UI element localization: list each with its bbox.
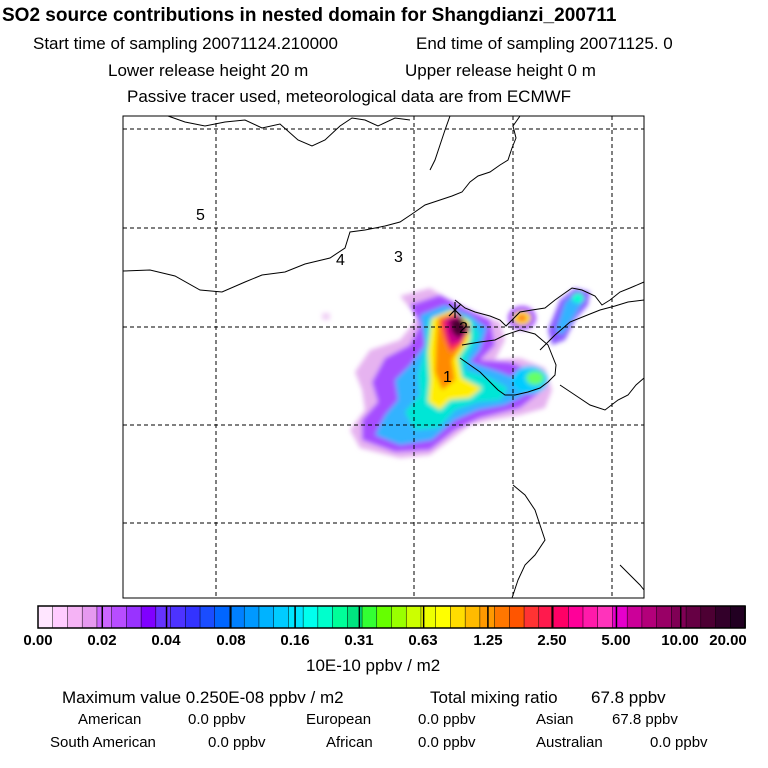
concentration-plume [322,288,590,458]
colorbar-swatch [155,605,172,629]
colorbar-swatch [700,605,717,629]
south-american-value: 0.0 ppbv [208,734,266,751]
colorbar-tick: 0.00 [23,632,53,649]
colorbar-tick: 0.63 [408,632,438,649]
colorbar-swatch [391,605,408,629]
colorbar-swatch [435,605,452,629]
colorbar-swatch [288,605,304,629]
coastlines [122,115,645,599]
colorbar-swatch [81,605,98,629]
asian-label: Asian [536,711,574,728]
colorbar-swatches [37,605,746,629]
receptor-station-marker [448,302,462,318]
start-time-label: Start time of sampling 20071124.210000 [33,34,338,53]
colorbar-swatch [612,605,629,629]
colorbar-tick: 1.25 [473,632,503,649]
lower-release-height: Lower release height 20 m [108,61,309,80]
american-label: American [78,711,142,728]
colorbar-swatch [582,605,599,629]
plume-speck [322,313,330,320]
colorbar-swatch [361,605,378,629]
colorbar-swatch [671,605,687,629]
colorbar-swatch [332,605,349,629]
plume-layer-core [450,318,468,338]
region-label-4: 4 [336,252,345,269]
colorbar-swatch [258,605,275,629]
colorbar-swatch [464,605,481,629]
upper-release-height: Upper release height 0 m [405,61,596,80]
european-value: 0.0 ppbv [418,711,476,728]
colorbar-swatch [229,605,246,629]
region-label-2: 2 [459,320,468,337]
tracer-note: Passive tracer used, meteorological data… [127,87,572,106]
european-label: European [306,711,372,728]
colorbar-swatch [347,605,363,629]
region-label-5: 5 [196,207,205,224]
lat-lon-grid [123,116,644,598]
colorbar-swatch [140,605,157,629]
colorbar-swatch [685,605,702,629]
colorbar-swatch [67,605,84,629]
colorbar-swatch [126,605,142,629]
colorbar-swatch [626,605,643,629]
region-label-1: 1 [443,369,452,386]
colorbar-swatch [317,605,334,629]
colorbar-swatch [273,605,290,629]
colorbar-swatch [568,605,584,629]
colorbar-swatch [597,605,614,629]
colorbar-tick: 0.16 [280,632,310,649]
colorbar-swatch [715,605,732,629]
colorbar-tick: 0.31 [344,632,374,649]
colorbar-swatch [302,605,319,629]
australian-label: Australian [536,734,603,751]
colorbar-swatch [52,605,69,629]
colorbar-swatch [243,605,260,629]
colorbar-swatch [96,605,113,629]
colorbar-swatch [111,605,128,629]
colorbar-swatch [450,605,467,629]
region-label-3: 3 [394,249,403,266]
colorbar-swatch [523,605,540,629]
colorbar-swatch [494,605,511,629]
african-value: 0.0 ppbv [418,734,476,751]
colorbar-frame [37,605,746,629]
colorbar-tick: 0.04 [151,632,181,649]
colorbar-swatch [199,605,216,629]
colorbar-swatch [553,605,570,629]
colorbar-tick: 10.00 [661,632,699,649]
end-time-label: End time of sampling 20071125. 0 [416,34,673,53]
colorbar-swatch [509,605,525,629]
colorbar-tick: 2.50 [537,632,567,649]
colorbar-tick: 0.02 [87,632,117,649]
asian-value: 67.8 ppbv [612,711,678,728]
colorbar-swatch [185,605,201,629]
total-mixing-ratio-label: Total mixing ratio [430,688,558,707]
colorbar-swatch [170,605,187,629]
colorbar-swatch [641,605,658,629]
american-value: 0.0 ppbv [188,711,246,728]
total-mixing-ratio-value: 67.8 ppbv [591,688,666,707]
colorbar-swatch [37,605,54,629]
colorbar-tick: 20.00 [709,632,747,649]
figure-title: SO2 source contributions in nested domai… [2,5,617,26]
australian-value: 0.0 ppbv [650,734,708,751]
colorbar-swatch [376,605,393,629]
colorbar-tick: 5.00 [601,632,631,649]
max-value-label: Maximum value 0.250E-08 ppbv / m2 [62,688,344,707]
african-label: African [326,734,373,751]
colorbar-swatch [656,605,673,629]
colorbar-swatch [214,605,231,629]
colorbar-unit: 10E-10 ppbv / m2 [306,656,441,675]
south-american-label: South American [50,734,156,751]
colorbar-swatch [730,605,746,629]
colorbar-tick: 0.08 [216,632,246,649]
colorbar-swatch [405,605,422,629]
